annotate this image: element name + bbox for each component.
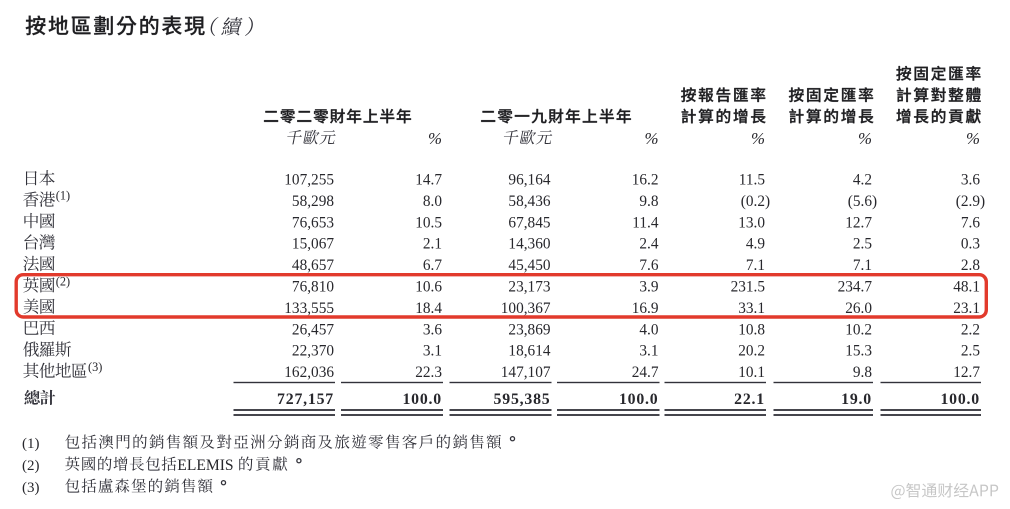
svg-text:100.0: 100.0	[940, 391, 980, 408]
svg-text:23,869: 23,869	[508, 321, 550, 338]
svg-text:3.1: 3.1	[423, 343, 442, 360]
svg-text:727,157: 727,157	[277, 391, 334, 408]
svg-text:3.6: 3.6	[961, 172, 980, 189]
svg-text:96,164: 96,164	[508, 172, 550, 189]
svg-text:15.3: 15.3	[845, 343, 872, 360]
svg-text:33.1: 33.1	[738, 300, 765, 317]
svg-text:%: %	[858, 129, 872, 148]
svg-text:23.1: 23.1	[953, 300, 980, 317]
svg-text:10.2: 10.2	[845, 321, 872, 338]
svg-text:11.4: 11.4	[632, 214, 659, 231]
svg-text:3.6: 3.6	[423, 321, 442, 338]
svg-text:12.7: 12.7	[845, 214, 872, 231]
svg-text:10.1: 10.1	[738, 364, 765, 381]
svg-text:23,173: 23,173	[508, 279, 550, 296]
svg-text:76,810: 76,810	[292, 279, 334, 296]
svg-text:6.7: 6.7	[423, 257, 442, 274]
svg-text:8.0: 8.0	[423, 193, 442, 210]
svg-text:ELEMIS: ELEMIS	[177, 457, 233, 474]
svg-text:4.9: 4.9	[746, 236, 765, 253]
svg-text:(2): (2)	[56, 274, 70, 288]
svg-text:133,555: 133,555	[284, 300, 334, 317]
svg-text:2.5: 2.5	[853, 236, 872, 253]
svg-text:2.2: 2.2	[961, 321, 980, 338]
svg-text:(5.6): (5.6)	[848, 193, 877, 210]
svg-text:231.5: 231.5	[731, 279, 766, 296]
svg-text:11.5: 11.5	[739, 172, 766, 189]
svg-text:18,614: 18,614	[508, 343, 550, 360]
svg-text:9.8: 9.8	[639, 193, 658, 210]
svg-text:%: %	[428, 129, 442, 148]
svg-text:147,107: 147,107	[501, 364, 551, 381]
svg-text:%: %	[751, 129, 765, 148]
svg-text:234.7: 234.7	[838, 279, 873, 296]
svg-text:26.0: 26.0	[845, 300, 872, 317]
svg-text:22.3: 22.3	[415, 364, 442, 381]
svg-text:10.8: 10.8	[738, 321, 765, 338]
svg-text:162,036: 162,036	[284, 364, 334, 381]
svg-text:(1): (1)	[22, 436, 40, 452]
svg-text:7.6: 7.6	[639, 257, 658, 274]
svg-text:7.6: 7.6	[961, 214, 980, 231]
svg-text:(3): (3)	[22, 480, 40, 496]
svg-text:76,653: 76,653	[292, 214, 334, 231]
svg-text:22,370: 22,370	[292, 343, 334, 360]
svg-text:19.0: 19.0	[841, 391, 872, 408]
svg-text:100,367: 100,367	[501, 300, 551, 317]
svg-text:14,360: 14,360	[508, 236, 550, 253]
svg-text:26,457: 26,457	[292, 321, 334, 338]
svg-text:100.0: 100.0	[619, 391, 659, 408]
svg-text:(2): (2)	[22, 458, 40, 474]
svg-text:45,450: 45,450	[508, 257, 550, 274]
svg-text:(3): (3)	[88, 360, 102, 374]
svg-text:14.7: 14.7	[415, 172, 442, 189]
svg-text:(1): (1)	[56, 189, 70, 203]
svg-text:2.5: 2.5	[961, 343, 980, 360]
svg-text:48.1: 48.1	[953, 279, 980, 296]
svg-text:18.4: 18.4	[415, 300, 442, 317]
svg-text:13.0: 13.0	[738, 214, 765, 231]
svg-text:4.2: 4.2	[853, 172, 872, 189]
svg-text:12.7: 12.7	[953, 364, 980, 381]
svg-text:10.5: 10.5	[415, 214, 442, 231]
svg-text:%: %	[645, 129, 659, 148]
svg-text:67,845: 67,845	[508, 214, 550, 231]
svg-text:3.1: 3.1	[639, 343, 658, 360]
svg-text:24.7: 24.7	[632, 364, 659, 381]
svg-text:7.1: 7.1	[746, 257, 765, 274]
svg-text:3.9: 3.9	[639, 279, 658, 296]
svg-text:(0.2): (0.2)	[741, 193, 770, 210]
svg-text:2.4: 2.4	[639, 236, 658, 253]
svg-text:16.2: 16.2	[632, 172, 659, 189]
svg-text:58,436: 58,436	[508, 193, 550, 210]
svg-text:10.6: 10.6	[415, 279, 442, 296]
svg-text:15,067: 15,067	[292, 236, 334, 253]
svg-text:(2.9): (2.9)	[956, 193, 985, 210]
svg-text:9.8: 9.8	[853, 364, 872, 381]
svg-text:20.2: 20.2	[738, 343, 765, 360]
svg-text:100.0: 100.0	[402, 391, 442, 408]
svg-text:595,385: 595,385	[494, 391, 551, 408]
svg-text:4.0: 4.0	[639, 321, 658, 338]
svg-text:107,255: 107,255	[284, 172, 334, 189]
svg-text:16.9: 16.9	[632, 300, 659, 317]
svg-text:22.1: 22.1	[734, 391, 765, 408]
svg-text:2.1: 2.1	[423, 236, 442, 253]
svg-text:0.3: 0.3	[961, 236, 980, 253]
svg-text:58,298: 58,298	[292, 193, 334, 210]
svg-text:7.1: 7.1	[853, 257, 872, 274]
svg-text:48,657: 48,657	[292, 257, 334, 274]
svg-text:%: %	[966, 129, 980, 148]
svg-text:2.8: 2.8	[961, 257, 980, 274]
